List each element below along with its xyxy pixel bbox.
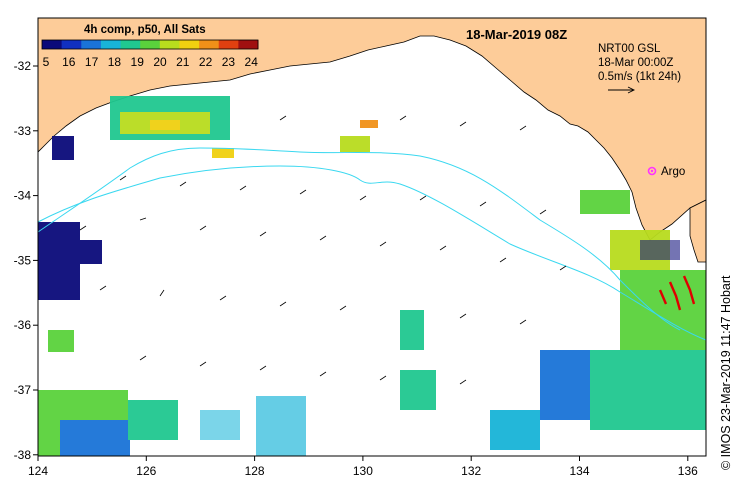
argo-dot-core xyxy=(650,169,654,173)
y-tick-label: -36 xyxy=(14,318,32,332)
y-tick-label: -32 xyxy=(14,59,32,73)
colorbar-tick-label: 20 xyxy=(153,55,167,69)
colorbar-tick-label: 19 xyxy=(131,55,145,69)
colorbar-tick-label: 23 xyxy=(222,55,236,69)
x-tick-label: 132 xyxy=(461,464,481,478)
legend-line-3: 0.5m/s (1kt 24h) xyxy=(598,71,681,83)
argo-dot-icon xyxy=(647,166,657,176)
contour-shelf xyxy=(38,147,681,331)
colorbar-segment xyxy=(179,40,200,49)
colorbar-tick-label: 18 xyxy=(108,55,122,69)
y-tick-label: -38 xyxy=(14,448,32,462)
colorbar-segment xyxy=(81,40,102,49)
map-title: 18-Mar-2019 08Z xyxy=(466,27,567,42)
y-tick-label: -35 xyxy=(14,253,32,267)
y-tick-label: -34 xyxy=(14,189,32,203)
y-tick-label: -33 xyxy=(14,124,32,138)
legend-line-1: NRT00 GSL xyxy=(598,43,661,55)
colorbar-tick-label: 17 xyxy=(85,55,99,69)
legend: NRT00 GSL 18-Mar 00:00Z 0.5m/s (1kt 24h) xyxy=(598,43,681,94)
colorbar-gradient xyxy=(42,40,259,49)
colorbar-segment xyxy=(100,40,122,49)
colorbar-title: 4h comp, p50, All Sats xyxy=(84,24,206,36)
x-tick-label: 128 xyxy=(245,464,265,478)
colorbar-ticks: 5 16 17 18 19 20 21 22 23 24 xyxy=(43,55,259,69)
legend-arrow-icon xyxy=(627,86,636,94)
land-east-tip xyxy=(689,199,706,263)
legend-line-2: 18-Mar 00:00Z xyxy=(598,57,673,69)
colorbar-frame xyxy=(41,39,259,50)
colorbar-segment xyxy=(42,40,63,49)
x-tick-label: 126 xyxy=(136,464,156,478)
strong-current-jets xyxy=(658,275,696,311)
colorbar-tick-label: 22 xyxy=(199,55,213,69)
argo-label: Argo xyxy=(661,166,685,178)
colorbar: 4h comp, p50, All Sats 5 16 17 18 19 20 21 22 23… xyxy=(41,24,259,69)
x-tick-label: 130 xyxy=(353,464,373,478)
current-vectors xyxy=(79,115,567,385)
colorbar-tick-label: 16 xyxy=(62,55,76,69)
sst-patches xyxy=(38,96,706,456)
colorbar-tick-label: 5 xyxy=(43,55,50,69)
x-tick-label: 136 xyxy=(678,464,698,478)
x-tick-label: 134 xyxy=(569,464,589,478)
colorbar-segment xyxy=(218,40,239,49)
x-axis: 124 126 128 130 132 134 136 xyxy=(28,456,698,478)
contour-slope xyxy=(38,165,706,341)
y-axis: -32 -33 -34 -35 -36 -37 -38 xyxy=(14,59,38,462)
imos-credit: © IMOS 23-Mar-2019 11:47 Hobart xyxy=(719,275,733,470)
colorbar-tick-label: 24 xyxy=(245,55,259,69)
colorbar-segment xyxy=(199,40,220,49)
x-tick-label: 124 xyxy=(28,464,48,478)
plot-frame xyxy=(37,17,707,457)
land-australia xyxy=(38,18,706,241)
argo-marker: Argo xyxy=(647,166,685,178)
colorbar-segment xyxy=(120,40,141,49)
colorbar-segment xyxy=(140,40,161,49)
colorbar-segment xyxy=(61,40,82,49)
colorbar-tick-label: 21 xyxy=(176,55,190,69)
colorbar-segment xyxy=(238,40,259,49)
y-tick-label: -37 xyxy=(14,383,32,397)
colorbar-segment xyxy=(159,40,180,49)
